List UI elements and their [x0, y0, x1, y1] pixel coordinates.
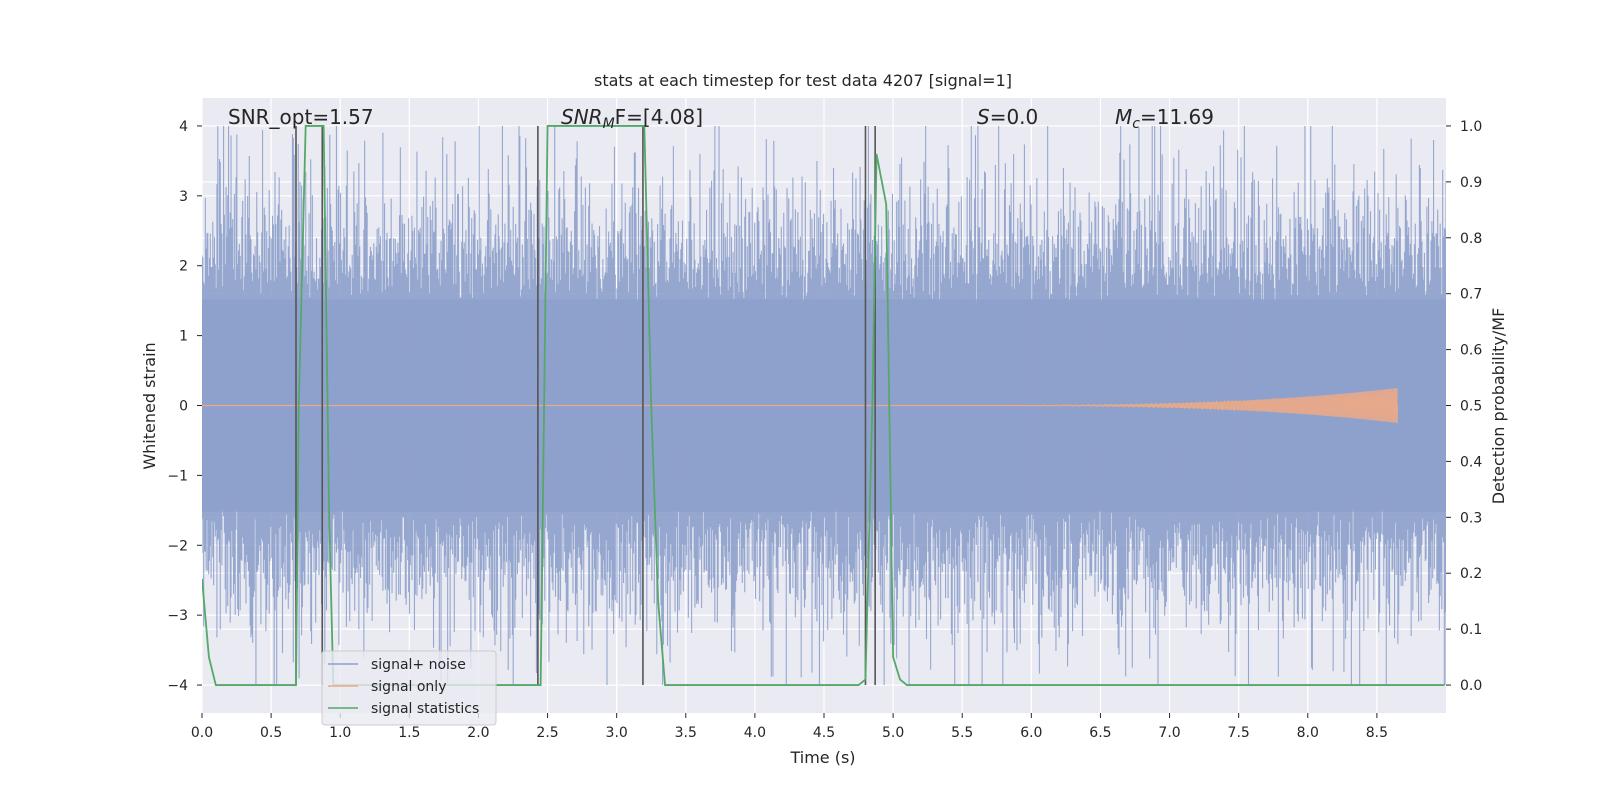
x-tick-label: 5.0	[882, 725, 904, 741]
legend-box	[321, 650, 497, 726]
y2-tick-label: 0.7	[1460, 287, 1482, 303]
y2-tick-label: 0.3	[1460, 510, 1482, 526]
y2-tick-label: 1.0	[1460, 119, 1482, 135]
annotation-mc-rest: =11.69	[1140, 105, 1214, 129]
y-tick-label: −4	[167, 678, 188, 694]
y2-axis-label: Detection probability/MF	[1489, 308, 1508, 505]
annotation-snr-mf: SNRMF=[4.08]	[561, 105, 703, 132]
y-tick-label: −1	[167, 468, 188, 484]
series-signal-only	[202, 388, 1399, 423]
y-tick-label: 2	[179, 259, 188, 275]
y2-tick-label: 0.9	[1460, 175, 1482, 191]
x-tick-label: 6.5	[1089, 725, 1111, 741]
x-axis-label: Time (s)	[789, 748, 855, 767]
legend-label-signal-noise: signal+ noise	[371, 657, 466, 673]
annotation-snr-mf-base: SNR	[561, 105, 603, 129]
y-tick-label: 0	[179, 399, 188, 415]
x-tick-label: 2.5	[536, 725, 558, 741]
x-tick-label: 3.5	[675, 725, 697, 741]
annotation-s-rest: =0.0	[990, 105, 1039, 129]
x-tick-label: 7.5	[1228, 725, 1250, 741]
x-tick-label: 6.0	[1020, 725, 1042, 741]
annotation-s: S=0.0	[977, 105, 1038, 129]
x-tick-label: 2.0	[467, 725, 489, 741]
signal-statistics-trace	[202, 125, 1445, 686]
x-tick-label: 4.5	[813, 725, 835, 741]
vertical-markers	[295, 125, 876, 686]
x-tick-label: 5.5	[951, 725, 973, 741]
annotation-mc: Mc=11.69	[1115, 105, 1214, 132]
x-tick-label: 0.5	[260, 725, 282, 741]
y2-tick-label: 0.0	[1460, 678, 1482, 694]
signal-only-envelope	[948, 388, 1398, 423]
x-tick-label: 3.0	[606, 725, 628, 741]
x-tick-label: 1.5	[398, 725, 420, 741]
annotation-mc-base: M	[1115, 105, 1132, 129]
y2-tick-label: 0.2	[1460, 566, 1482, 582]
y-tick-label: 4	[179, 119, 188, 135]
y-tick-label: 3	[179, 189, 188, 205]
x-tick-label: 8.5	[1366, 725, 1388, 741]
x-tick-label: 8.0	[1297, 725, 1319, 741]
annotation-snr-opt: SNR_opt=1.57	[228, 105, 374, 129]
chart-title: stats at each timestep for test data 420…	[594, 71, 1012, 90]
annotation-mc-sub: c	[1132, 116, 1140, 132]
x-tick-label: 7.0	[1158, 725, 1180, 741]
y2-tick-label: 0.1	[1460, 622, 1482, 638]
series-signal-statistics	[202, 125, 1445, 686]
y2-tick-label: 0.8	[1460, 231, 1482, 247]
axes: 0.0 0.5 1.0 1.5 2.0 2.5 3.0 3.5 4.0 4.5 5.0 5.5 6.0 6…	[167, 119, 1482, 741]
legend: signal+ noise signal only signal statist…	[321, 650, 497, 726]
y-axis-label: Whitened strain	[140, 342, 159, 469]
legend-label-signal-only: signal only	[371, 679, 446, 695]
x-tick-label: 0.0	[191, 725, 213, 741]
y-tick-label: −3	[167, 608, 188, 624]
y2-tick-label: 0.6	[1460, 343, 1482, 359]
y2-tick-label: 0.4	[1460, 454, 1482, 470]
annotation-s-base: S	[977, 105, 990, 129]
annotation-snr-mf-sub: M	[603, 116, 615, 132]
y-tick-label: 1	[179, 329, 188, 345]
y2-tick-label: 0.5	[1460, 399, 1482, 415]
legend-label-signal-statistics: signal statistics	[371, 701, 479, 717]
y-tick-label: −2	[167, 538, 188, 554]
x-tick-label: 1.0	[329, 725, 351, 741]
x-tick-label: 4.0	[744, 725, 766, 741]
annotation-snr-mf-rest: F=[4.08]	[615, 105, 703, 129]
